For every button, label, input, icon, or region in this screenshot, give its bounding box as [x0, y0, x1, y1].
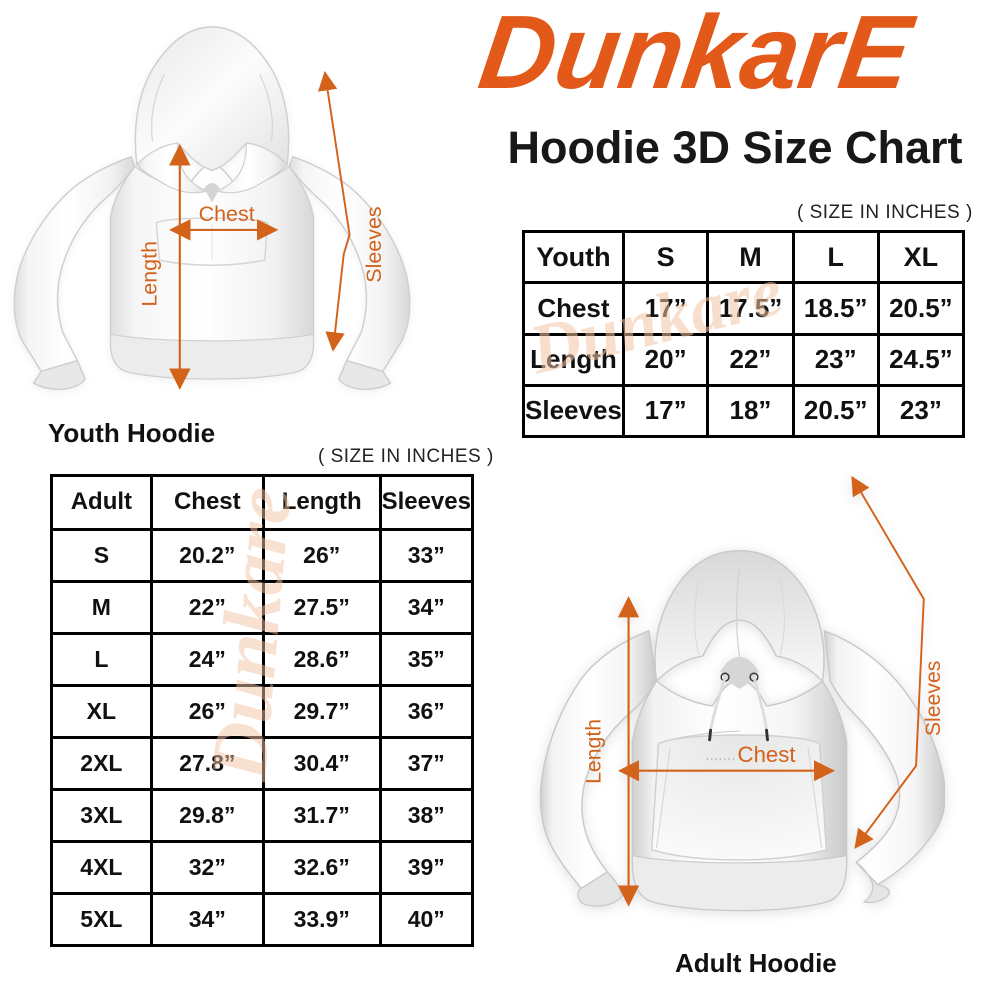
svg-text:Chest: Chest	[199, 202, 255, 226]
svg-text:DunkarE: DunkarE	[473, 0, 922, 111]
svg-text:Sleeves: Sleeves	[922, 661, 945, 737]
svg-text:Length: Length	[137, 241, 161, 307]
svg-text:Chest: Chest	[738, 742, 796, 767]
svg-text:Sleeves: Sleeves	[362, 206, 386, 282]
svg-text:Length: Length	[583, 719, 606, 784]
